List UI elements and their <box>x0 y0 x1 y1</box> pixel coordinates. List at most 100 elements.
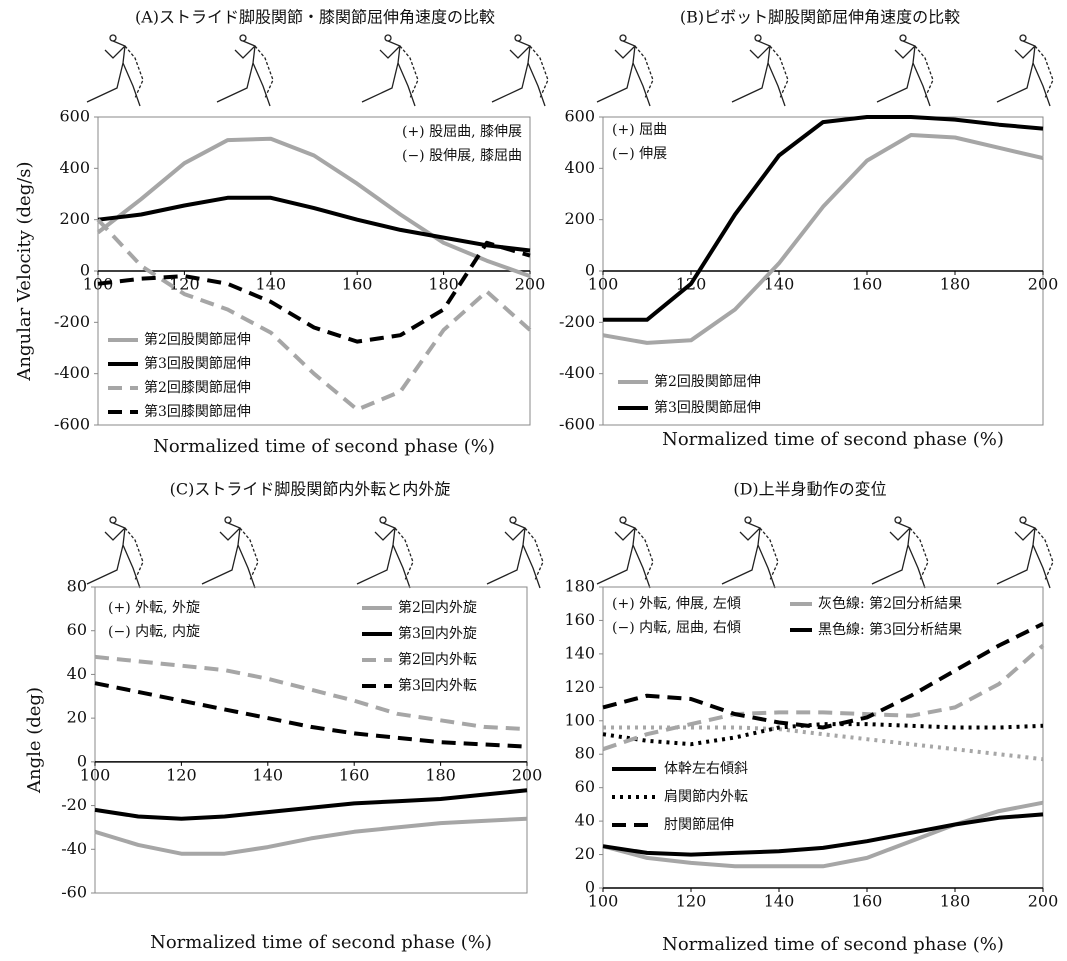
y-tick-label: 180 <box>564 577 595 596</box>
y-tick-label: 60 <box>575 777 595 796</box>
annotation: (+) 外転, 伸展, 左傾 <box>612 596 741 612</box>
series-line <box>97 240 531 344</box>
x-tick-label: 160 <box>339 765 370 784</box>
annotation: (+) 外転, 外旋 <box>108 600 200 616</box>
legend-label: 第2回膝関節屈伸 <box>144 379 251 396</box>
y-tick-label: 0 <box>585 261 595 280</box>
x-tick-label: 200 <box>1028 892 1059 911</box>
legend-label: 体幹左右傾斜 <box>664 760 748 777</box>
y-tick-label: 0 <box>77 751 87 770</box>
y-tick-label: 80 <box>575 744 595 763</box>
y-tick-label: -200 <box>54 312 90 331</box>
y-tick-label: 40 <box>67 664 87 683</box>
series-line <box>96 136 531 278</box>
x-tick-label: 200 <box>512 765 543 784</box>
series-line <box>603 115 1044 322</box>
y-tick-label: 20 <box>67 708 87 727</box>
legend-label: 第3回内外転 <box>398 677 477 694</box>
x-axis-label: Normalized time of second phase (%) <box>662 934 1004 955</box>
x-tick-label: 160 <box>852 892 883 911</box>
x-axis-label: Normalized time of second phase (%) <box>153 436 495 457</box>
chart-title: (A)ストライド脚股関節・膝関節屈伸角速度の比較 <box>135 8 495 27</box>
y-axis-label: Angular Velocity (deg/s) <box>14 161 35 381</box>
series-line <box>94 816 528 856</box>
y-tick-label: -200 <box>559 312 595 331</box>
y-tick-label: -600 <box>54 415 90 434</box>
x-axis-label: Normalized time of second phase (%) <box>150 932 492 953</box>
y-tick-label: 160 <box>564 610 595 629</box>
x-tick-label: 200 <box>1028 275 1059 294</box>
series-line <box>602 722 1044 747</box>
y-tick-label: 40 <box>575 811 595 830</box>
y-tick-label: 60 <box>67 620 87 639</box>
chart-title: (B)ピボット脚股関節屈伸角速度の比較 <box>680 8 960 27</box>
legend-label: 第2回内外転 <box>398 651 477 668</box>
y-tick-label: 100 <box>564 710 595 729</box>
x-tick-label: 140 <box>764 275 795 294</box>
legend-label: 黒色線: 第3回分析結果 <box>818 621 962 638</box>
y-tick-label: -40 <box>61 839 87 858</box>
legend-label: 肩関節内外転 <box>664 788 748 805</box>
x-tick-label: 100 <box>83 275 114 294</box>
series-line <box>94 788 528 821</box>
x-tick-label: 100 <box>80 765 111 784</box>
series-line <box>602 622 1044 730</box>
y-tick-label: 20 <box>575 844 595 863</box>
legend-label: 第2回内外旋 <box>398 599 477 616</box>
y-tick-label: 140 <box>564 643 595 662</box>
y-tick-label: 600 <box>564 107 595 126</box>
x-tick-label: 160 <box>342 275 373 294</box>
legend-label: 肘関節屈伸 <box>664 816 734 833</box>
y-tick-label: -600 <box>559 415 595 434</box>
y-tick-label: 0 <box>585 878 595 897</box>
x-tick-label: 200 <box>515 275 546 294</box>
y-tick-label: 200 <box>564 209 595 228</box>
y-tick-label: -20 <box>61 795 87 814</box>
annotation: (−) 内転, 屈曲, 右傾 <box>612 620 741 636</box>
y-tick-label: -400 <box>559 363 595 382</box>
legend-label: 灰色線: 第2回分析結果 <box>818 595 962 612</box>
x-tick-label: 180 <box>940 275 971 294</box>
y-tick-label: 80 <box>67 577 87 596</box>
y-tick-label: 400 <box>59 158 90 177</box>
y-tick-label: -400 <box>54 363 90 382</box>
legend-label: 第3回股関節屈伸 <box>144 355 251 372</box>
y-tick-label: 600 <box>59 107 90 126</box>
annotation: (+) 屈曲 <box>612 122 667 138</box>
x-tick-label: 160 <box>852 275 883 294</box>
y-tick-label: 200 <box>59 209 90 228</box>
annotation: (−) 伸展 <box>612 146 667 162</box>
legend-label: 第3回膝関節屈伸 <box>144 403 251 420</box>
legend-label: 第3回内外旋 <box>398 625 477 642</box>
series-line <box>96 218 532 412</box>
x-tick-label: 140 <box>253 765 284 784</box>
x-tick-label: 140 <box>256 275 287 294</box>
chart-title: (D)上半身動作の変位 <box>733 480 886 499</box>
series-line <box>97 195 531 253</box>
x-tick-label: 100 <box>588 892 619 911</box>
series-line <box>94 681 528 749</box>
x-tick-label: 120 <box>676 892 707 911</box>
legend-label: 第3回股関節屈伸 <box>654 399 761 416</box>
annotation: (−) 内転, 内旋 <box>108 624 200 640</box>
y-tick-label: 120 <box>564 677 595 696</box>
y-tick-label: -60 <box>61 883 87 902</box>
x-tick-label: 180 <box>940 892 971 911</box>
series-line <box>602 812 1044 857</box>
x-tick-label: 120 <box>166 765 197 784</box>
y-tick-label: 400 <box>564 158 595 177</box>
series-line <box>94 654 528 732</box>
annotation: (+) 股屈曲, 膝伸展 <box>402 124 522 140</box>
series-line <box>602 800 1044 869</box>
legend-label: 第2回股関節屈伸 <box>654 373 761 390</box>
x-axis-label: Normalized time of second phase (%) <box>662 429 1004 450</box>
series-line <box>602 133 1044 345</box>
plot-frame <box>94 586 528 894</box>
series-line <box>602 643 1045 752</box>
y-tick-label: 0 <box>80 261 90 280</box>
chart-title: (C)ストライド脚股関節内外転と内外旋 <box>170 480 451 499</box>
x-tick-label: 100 <box>588 275 619 294</box>
x-tick-label: 180 <box>428 275 459 294</box>
annotation: (−) 股伸展, 膝屈曲 <box>402 148 522 164</box>
